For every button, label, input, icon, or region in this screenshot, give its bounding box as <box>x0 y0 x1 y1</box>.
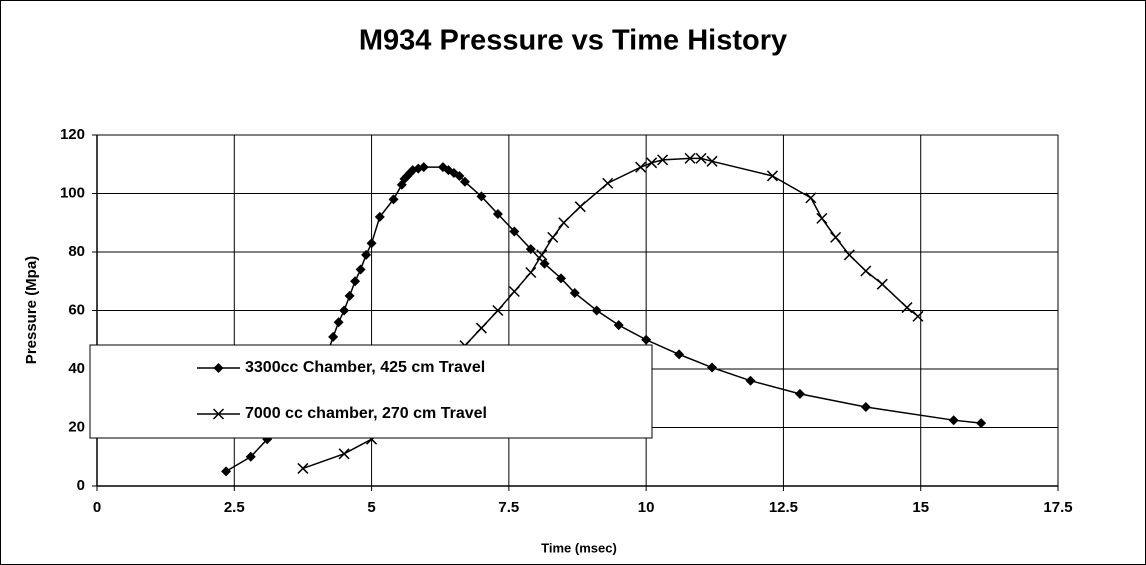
y-tick-label: 60 <box>68 301 85 318</box>
marker <box>350 276 361 287</box>
y-tick-label: 0 <box>77 477 85 494</box>
chart-title: M934 Pressure vs Time History <box>359 25 787 57</box>
y-tick-label: 100 <box>60 184 85 201</box>
marker <box>536 249 548 261</box>
y-axis-title: Pressure (Mpa) <box>23 256 40 364</box>
x-tick-label: 12.5 <box>769 499 798 516</box>
marker <box>525 266 537 279</box>
marker <box>221 466 232 477</box>
marker <box>339 305 350 316</box>
marker <box>635 161 647 173</box>
marker <box>328 331 339 342</box>
marker <box>388 194 399 205</box>
marker <box>684 152 696 164</box>
marker <box>212 408 225 420</box>
marker <box>355 264 366 275</box>
x-tick-label: 0 <box>93 499 101 516</box>
marker <box>333 317 344 328</box>
marker <box>492 304 504 317</box>
marker <box>475 322 487 334</box>
marker <box>569 287 580 298</box>
marker <box>830 231 842 243</box>
legend-label: 7000 cc chamber, 270 cm Travel <box>245 405 487 422</box>
marker <box>805 192 817 204</box>
y-tick-label: 80 <box>68 243 85 260</box>
marker <box>794 388 805 399</box>
marker <box>245 451 256 462</box>
marker <box>476 191 487 202</box>
marker <box>657 154 669 166</box>
y-tick-label: 120 <box>60 126 85 143</box>
marker <box>492 208 503 219</box>
marker <box>976 418 987 429</box>
y-tick-label: 20 <box>68 418 85 435</box>
x-tick-label: 5 <box>367 499 375 516</box>
marker <box>344 290 355 301</box>
marker <box>558 217 570 229</box>
marker <box>695 152 707 164</box>
marker <box>547 231 559 243</box>
marker <box>525 244 536 255</box>
marker <box>843 249 855 261</box>
marker <box>454 170 465 181</box>
marker <box>745 375 756 386</box>
marker <box>912 310 924 322</box>
marker <box>706 155 718 167</box>
marker <box>539 258 550 269</box>
marker <box>374 211 385 222</box>
marker <box>509 226 520 237</box>
legend: 3300cc Chamber, 425 cm Travel 7000 cc cha… <box>89 344 653 439</box>
marker <box>361 249 372 260</box>
marker <box>674 349 685 360</box>
marker <box>816 212 828 224</box>
marker <box>901 302 913 314</box>
marker <box>213 363 224 373</box>
marker <box>338 448 350 460</box>
marker <box>707 362 718 373</box>
x-axis-title: Time (msec) <box>541 540 617 555</box>
marker <box>602 177 614 189</box>
marker <box>508 285 520 298</box>
marker <box>948 415 959 426</box>
y-tick-label: 40 <box>68 360 85 377</box>
marker <box>556 273 567 284</box>
marker <box>646 157 658 169</box>
marker <box>860 265 872 277</box>
legend-label: 3300cc Chamber, 425 cm Travel <box>245 359 485 376</box>
marker <box>574 201 586 213</box>
marker <box>591 305 602 316</box>
marker <box>613 320 624 331</box>
marker <box>876 278 888 290</box>
x-tick-label: 10 <box>638 499 655 516</box>
legend-box <box>89 344 653 439</box>
marker <box>860 402 871 413</box>
x-tick-label: 15 <box>912 499 929 516</box>
marker <box>297 462 309 474</box>
x-tick-label: 7.5 <box>498 499 519 516</box>
marker <box>766 170 778 182</box>
x-tick-label: 2.5 <box>224 499 245 516</box>
marker <box>418 162 429 173</box>
marker <box>459 176 470 187</box>
x-tick-label: 17.5 <box>1043 499 1072 516</box>
marker <box>641 334 652 345</box>
marker <box>366 238 377 249</box>
